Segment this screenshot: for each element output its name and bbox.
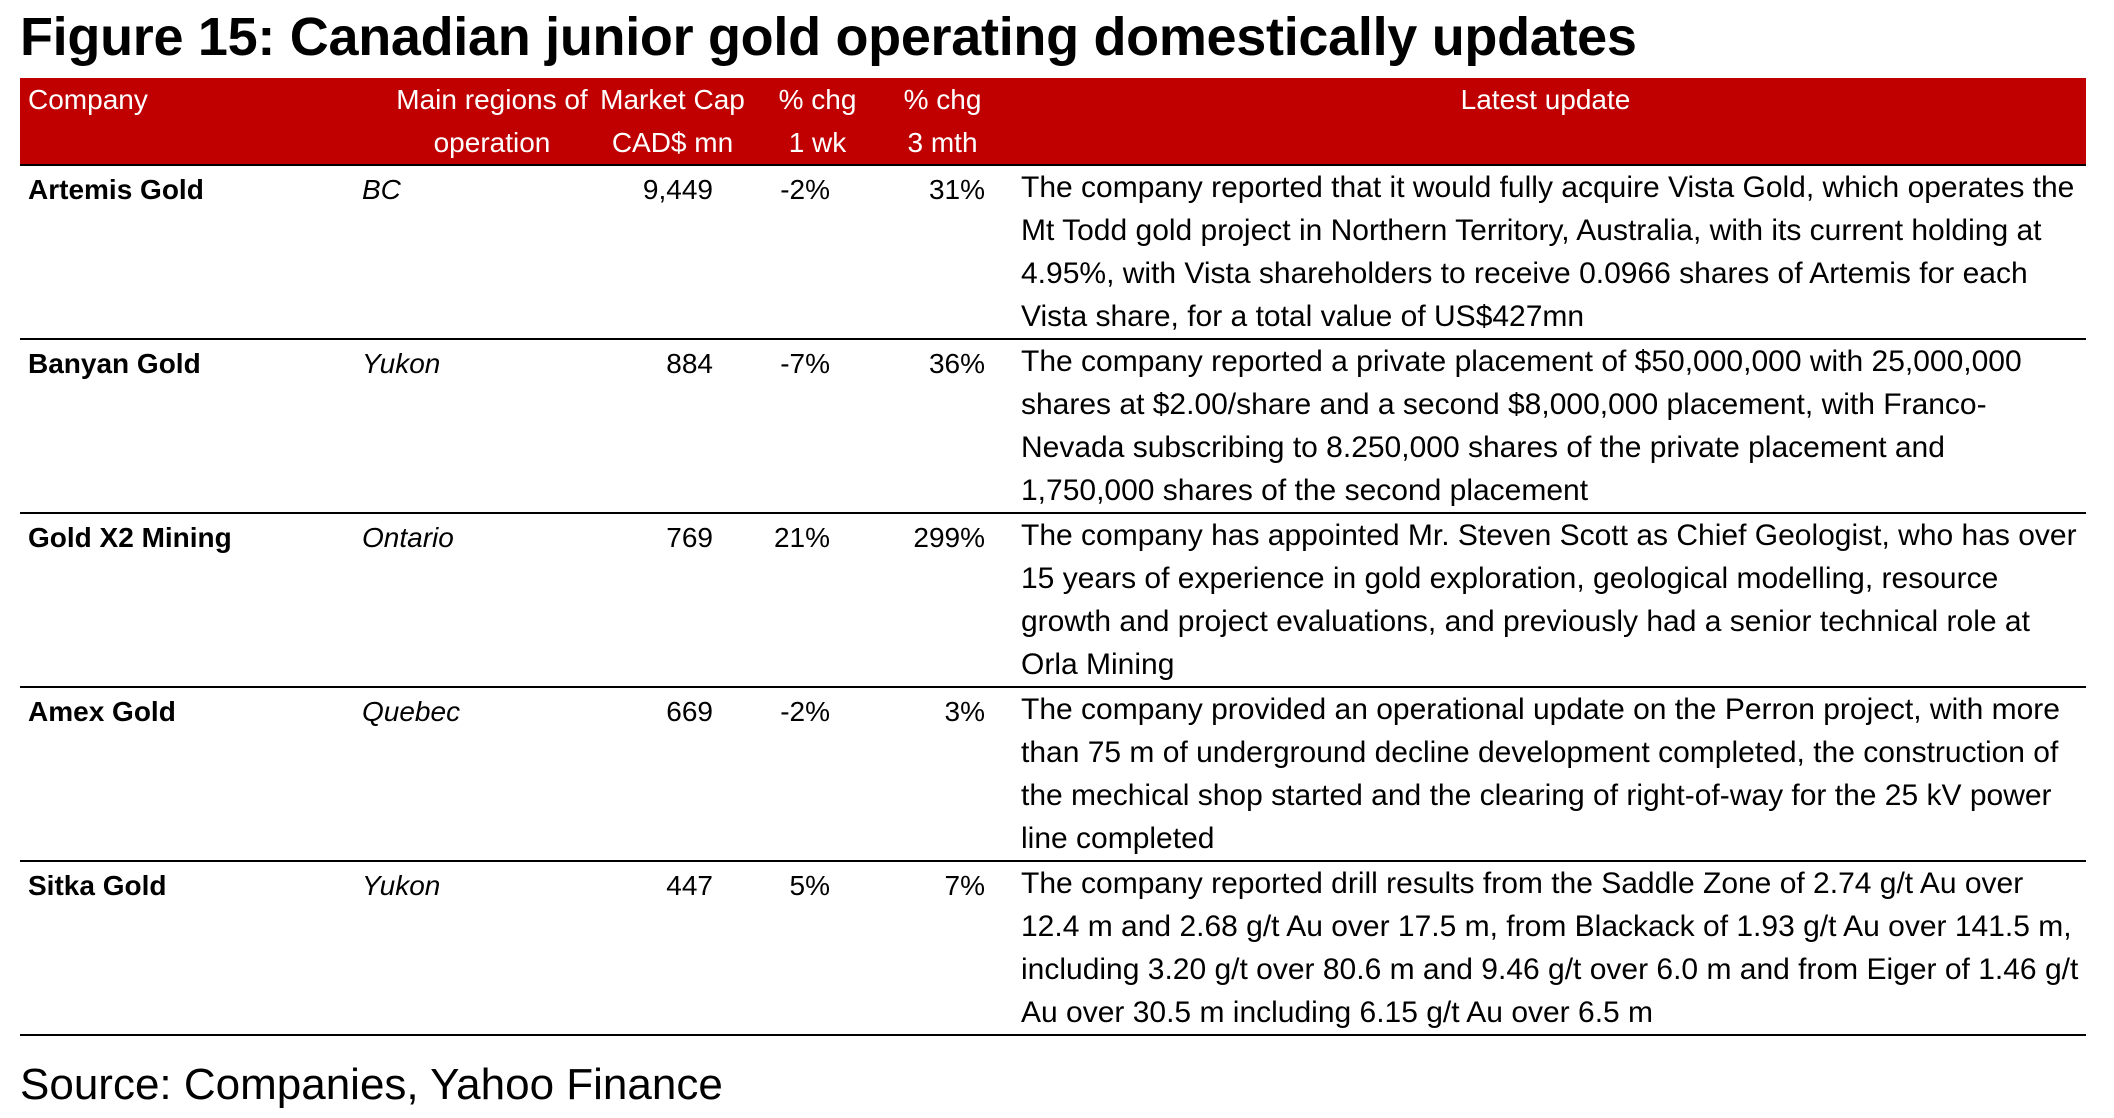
table-row: Gold X2 Mining Ontario 769 21% 299% The … [20, 513, 2086, 687]
header-latest-update: Latest update [1460, 84, 1631, 115]
updates-table: Company Main regions of operation Market… [20, 78, 2086, 1036]
chg-3mth: 7% [944, 870, 985, 901]
header-chg-3mth: % chg 3 mth [903, 84, 982, 158]
market-cap: 9,449 [642, 174, 713, 205]
company-name: Banyan Gold [28, 348, 201, 379]
region: Ontario [362, 522, 454, 553]
company-name: Sitka Gold [28, 870, 167, 901]
region: Yukon [362, 870, 441, 901]
latest-update: The company reported a private placement… [1021, 345, 2022, 507]
company-name: Artemis Gold [28, 174, 204, 205]
table-row: Artemis Gold BC 9,449 -2% 31% The compan… [20, 165, 2086, 339]
chg-1wk: 21% [773, 522, 830, 553]
chg-3mth: 3% [944, 696, 985, 727]
table-row: Amex Gold Quebec 669 -2% 3% The company … [20, 687, 2086, 861]
figure-title: Figure 15: Canadian junior gold operatin… [20, 7, 1637, 67]
chg-3mth: 31% [928, 174, 985, 205]
market-cap: 769 [666, 522, 713, 553]
header-company: Company [28, 84, 148, 115]
table-row: Sitka Gold Yukon 447 5% 7% The company r… [20, 861, 2086, 1035]
updates-table-container: Company Main regions of operation Market… [20, 78, 2086, 1036]
latest-update: The company reported drill results from … [1021, 867, 2079, 1029]
latest-update: The company reported that it would fully… [1021, 171, 2075, 333]
chg-3mth: 36% [928, 348, 985, 379]
header-chg-1wk: % chg 1 wk [778, 84, 857, 158]
chg-1wk: -2% [780, 174, 830, 205]
latest-update: The company provided an operational upda… [1021, 693, 2060, 855]
market-cap: 447 [666, 870, 713, 901]
region: BC [362, 174, 401, 205]
header-market-cap: Market Cap CAD$ mn [600, 84, 745, 158]
latest-update: The company has appointed Mr. Steven Sco… [1021, 519, 2077, 681]
chg-1wk: -7% [780, 348, 830, 379]
chg-1wk: -2% [780, 696, 830, 727]
company-name: Gold X2 Mining [28, 522, 232, 553]
source-note: Source: Companies, Yahoo Finance [20, 1060, 723, 1109]
chg-1wk: 5% [789, 870, 830, 901]
region: Quebec [362, 696, 461, 727]
table-row: Banyan Gold Yukon 884 -7% 36% The compan… [20, 339, 2086, 513]
table-header-row: Company Main regions of operation Market… [20, 78, 2086, 165]
chg-3mth: 299% [913, 522, 985, 553]
market-cap: 884 [666, 348, 713, 379]
company-name: Amex Gold [28, 696, 176, 727]
header-region: Main regions of operation [396, 84, 588, 158]
market-cap: 669 [666, 696, 713, 727]
region: Yukon [362, 348, 441, 379]
